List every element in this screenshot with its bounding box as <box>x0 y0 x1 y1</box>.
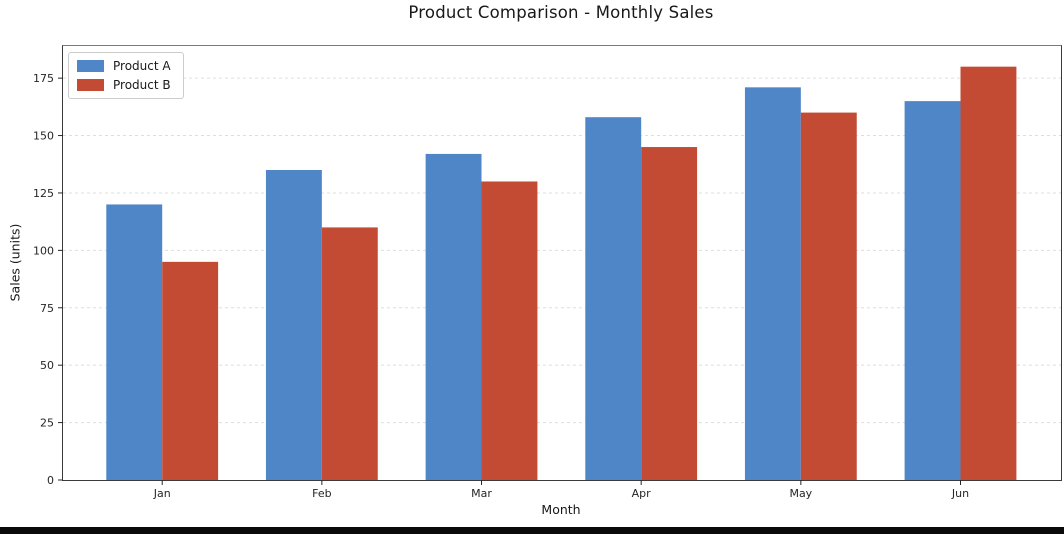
bar-product-b-may <box>800 112 857 480</box>
legend-entry-product-b: Product B <box>77 78 171 92</box>
legend-swatch-product-a <box>77 60 104 72</box>
legend-label-product-a: Product A <box>113 59 171 73</box>
legend-entry-product-a: Product A <box>77 59 171 73</box>
y-tick-label-25: 25 <box>40 417 54 430</box>
y-tick-label-0: 0 <box>47 474 54 487</box>
y-tick-label-75: 75 <box>40 302 54 315</box>
bar-product-a-mar <box>425 153 482 480</box>
bar-product-b-feb <box>321 227 378 480</box>
x-tick-label-jun: Jun <box>951 487 969 500</box>
plot-svg: 0 25 50 75 100 125 150 175 Jan Feb Mar Apr May Jun <box>33 66 1061 500</box>
x-tick-label-mar: Mar <box>471 487 492 500</box>
bar-product-a-apr <box>585 117 642 481</box>
x-tick-label-feb: Feb <box>312 487 331 500</box>
y-tick-label-100: 100 <box>33 244 54 257</box>
x-tick-label-apr: Apr <box>632 487 652 500</box>
y-tick-label-175: 175 <box>33 72 54 85</box>
bar-product-b-jun <box>960 66 1017 481</box>
bar-product-a-jun <box>904 101 961 480</box>
bar-product-b-apr <box>641 147 698 480</box>
legend: Product A Product B <box>68 52 184 99</box>
y-axis-label: Sales (units) <box>7 223 23 302</box>
x-axis-label: Month <box>541 502 581 517</box>
bottom-black-bar <box>0 527 1064 534</box>
x-tick-label-may: May <box>789 487 812 500</box>
bar-product-a-may <box>744 87 801 481</box>
x-tick-label-jan: Jan <box>153 487 171 500</box>
chart-title: Product Comparison - Monthly Sales <box>408 3 714 22</box>
y-tick-label-125: 125 <box>33 187 54 200</box>
plot-area: Product A Product B 0 25 50 75 100 125 150 175 J… <box>33 45 1062 500</box>
bar-product-a-feb <box>265 170 322 480</box>
bar-product-b-mar <box>481 181 538 480</box>
legend-label-product-b: Product B <box>113 78 171 92</box>
y-tick-label-150: 150 <box>33 130 54 143</box>
bar-product-a-jan <box>106 204 163 480</box>
y-tick-label-50: 50 <box>40 359 54 372</box>
legend-swatch-product-b <box>77 79 104 91</box>
bar-product-b-jan <box>162 261 219 480</box>
